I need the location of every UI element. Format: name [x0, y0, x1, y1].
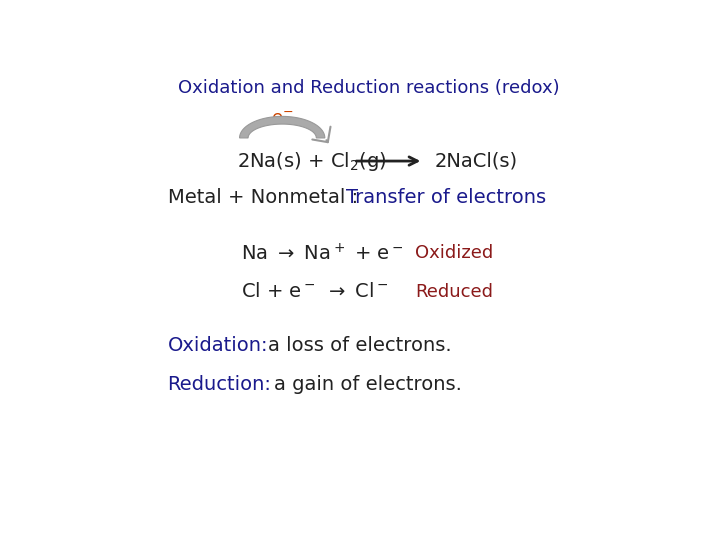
Text: Oxidized: Oxidized [415, 245, 494, 262]
Text: Oxidation and Reduction reactions (redox): Oxidation and Reduction reactions (redox… [178, 79, 560, 97]
Text: Oxidation:: Oxidation: [168, 336, 268, 355]
FancyArrowPatch shape [312, 127, 330, 142]
Text: Metal + Nonmetal :: Metal + Nonmetal : [168, 188, 364, 207]
Text: a loss of electrons.: a loss of electrons. [269, 336, 452, 355]
Text: 2NaCl(s): 2NaCl(s) [435, 152, 518, 171]
Text: Reduced: Reduced [415, 283, 493, 301]
PathPatch shape [240, 117, 325, 138]
Text: Na $\rightarrow$ Na$^+$ + e$^-$: Na $\rightarrow$ Na$^+$ + e$^-$ [241, 243, 404, 264]
Text: Transfer of electrons: Transfer of electrons [346, 188, 546, 207]
Text: Reduction:: Reduction: [168, 375, 271, 394]
Text: a gain of electrons.: a gain of electrons. [274, 375, 462, 394]
Text: 2Na(s) + Cl$_2$(g): 2Na(s) + Cl$_2$(g) [238, 150, 387, 173]
Text: e$^{-}$: e$^{-}$ [271, 110, 294, 127]
Text: Cl + e$^-$ $\rightarrow$ Cl$^-$: Cl + e$^-$ $\rightarrow$ Cl$^-$ [241, 282, 389, 301]
